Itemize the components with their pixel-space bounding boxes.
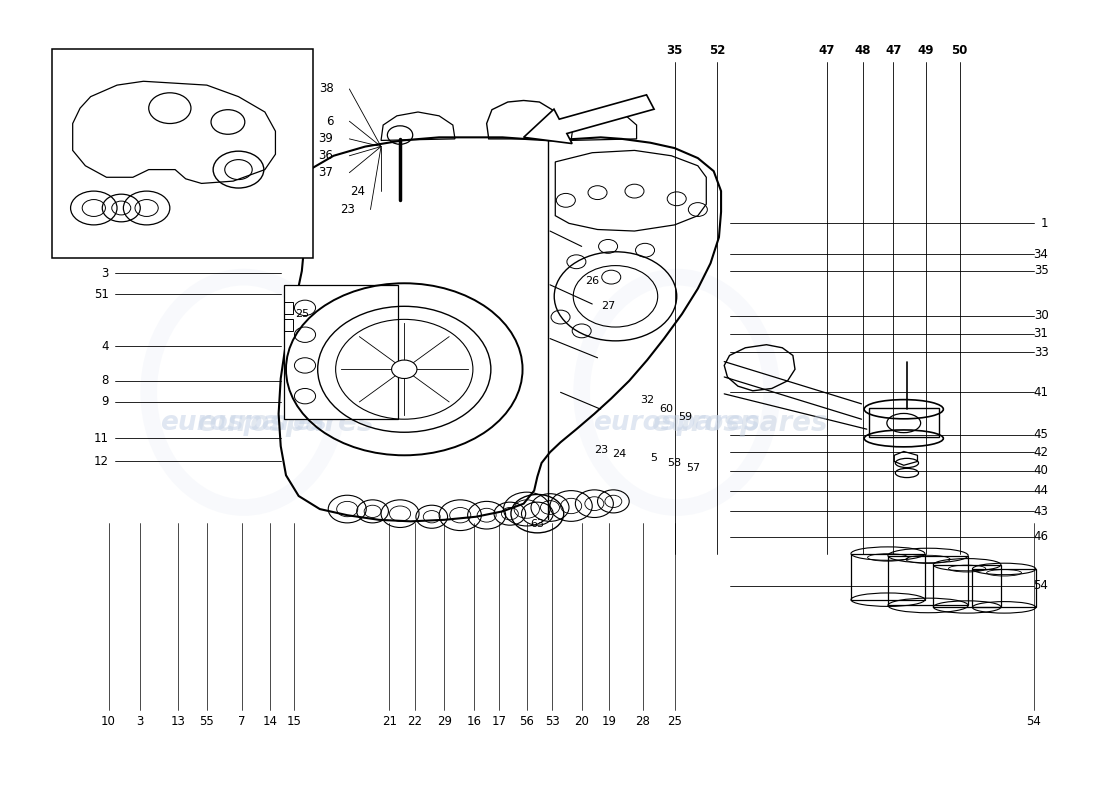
FancyArrow shape (524, 95, 654, 143)
Bar (972, 569, 1036, 607)
Text: 31: 31 (1034, 327, 1048, 341)
Text: 44: 44 (1033, 484, 1048, 497)
Text: 10: 10 (101, 714, 116, 727)
Text: 35: 35 (1034, 265, 1048, 278)
Bar (851, 554, 925, 600)
Text: 8: 8 (101, 374, 109, 387)
Text: 45: 45 (1034, 428, 1048, 441)
Bar (284, 318, 294, 331)
Text: 35: 35 (667, 44, 683, 57)
Text: 62: 62 (113, 242, 128, 251)
Bar (52, 49, 314, 258)
Text: 48: 48 (855, 44, 871, 57)
Text: 23: 23 (340, 203, 354, 216)
Bar (869, 408, 938, 437)
Bar (284, 285, 398, 419)
Text: 38: 38 (319, 82, 333, 95)
Text: 39: 39 (319, 132, 333, 146)
Text: 29: 29 (437, 714, 452, 727)
Text: 59: 59 (678, 412, 692, 422)
Text: 34: 34 (1034, 247, 1048, 261)
Text: 41: 41 (1033, 386, 1048, 399)
Bar (284, 302, 294, 314)
Text: 5: 5 (650, 453, 657, 462)
Text: 3: 3 (136, 714, 144, 727)
Text: 36: 36 (319, 150, 333, 162)
Text: 46: 46 (1033, 530, 1048, 543)
Text: 42: 42 (1033, 446, 1048, 458)
Text: 19: 19 (602, 714, 617, 727)
Text: 25: 25 (668, 714, 682, 727)
Text: 24: 24 (350, 185, 365, 198)
Text: 25: 25 (295, 309, 309, 319)
Text: 51: 51 (94, 287, 109, 301)
Text: 18: 18 (202, 242, 217, 251)
Text: 32: 32 (640, 395, 654, 405)
Bar (888, 555, 968, 606)
Text: 4: 4 (101, 340, 109, 353)
Text: 7: 7 (238, 714, 245, 727)
Text: 1: 1 (1041, 217, 1048, 230)
Bar (933, 565, 1001, 607)
Circle shape (392, 360, 417, 378)
Text: 6: 6 (326, 114, 333, 128)
Text: 13: 13 (170, 714, 186, 727)
Text: 52: 52 (708, 44, 725, 57)
Text: 3: 3 (101, 266, 109, 280)
Text: 57: 57 (686, 462, 701, 473)
Text: 2: 2 (145, 242, 152, 251)
Text: eurospares: eurospares (593, 410, 760, 436)
Text: 17: 17 (492, 714, 507, 727)
Text: 9: 9 (101, 395, 109, 408)
Text: 43: 43 (1034, 505, 1048, 518)
Text: 15: 15 (287, 714, 301, 727)
Text: 24: 24 (613, 449, 627, 458)
Text: 11: 11 (94, 432, 109, 445)
Text: 16: 16 (466, 714, 482, 727)
Text: 37: 37 (319, 166, 333, 179)
Text: 2: 2 (101, 247, 109, 261)
Text: 47: 47 (818, 44, 835, 57)
Text: 61: 61 (74, 242, 88, 251)
Text: 58: 58 (668, 458, 682, 468)
Text: 21: 21 (382, 714, 397, 727)
Text: 33: 33 (1034, 346, 1048, 359)
Text: 56: 56 (519, 714, 535, 727)
Text: 20: 20 (574, 714, 590, 727)
Text: 40: 40 (1034, 464, 1048, 477)
Text: 14: 14 (263, 714, 277, 727)
Text: 54: 54 (1034, 579, 1048, 592)
Text: 12: 12 (94, 455, 109, 468)
Text: 22: 22 (407, 714, 422, 727)
Text: 54: 54 (1026, 714, 1041, 727)
Text: eurospares: eurospares (198, 409, 374, 437)
Text: 53: 53 (544, 714, 560, 727)
Text: 25: 25 (94, 213, 109, 226)
Text: 27: 27 (601, 302, 615, 311)
Text: 49: 49 (917, 44, 934, 57)
Text: 28: 28 (636, 714, 650, 727)
Text: 60: 60 (659, 404, 673, 414)
Text: 47: 47 (886, 44, 901, 57)
Text: 30: 30 (1034, 309, 1048, 322)
Text: eurospares: eurospares (652, 409, 828, 437)
Text: eurospares: eurospares (161, 410, 327, 436)
Text: 23: 23 (594, 445, 608, 455)
Text: 26: 26 (585, 276, 600, 286)
Text: 55: 55 (199, 714, 214, 727)
Text: 63: 63 (530, 519, 544, 530)
Text: 50: 50 (952, 44, 968, 57)
